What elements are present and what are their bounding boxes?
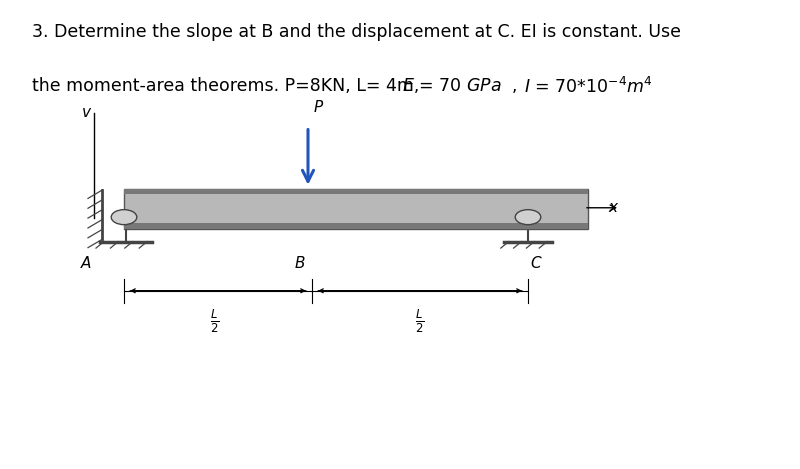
Bar [124,189,588,195]
Text: x: x [608,200,617,215]
Text: $I$ = 70*10$^{-4}$$m^{4}$: $I$ = 70*10$^{-4}$$m^{4}$ [524,77,653,98]
Text: P: P [314,100,323,115]
Text: 3. Determine the slope at B and the displacement at C. EI is constant. Use: 3. Determine the slope at B and the disp… [32,23,681,41]
Bar [124,223,588,228]
Text: the moment-area theorems. P=8KN, L= 4m,: the moment-area theorems. P=8KN, L= 4m, [32,77,419,95]
Text: ,: , [512,77,518,95]
Text: $E$ = 70 $GPa$: $E$ = 70 $GPa$ [402,77,502,95]
Text: B: B [294,256,306,271]
Text: v: v [82,105,91,120]
Text: C: C [530,256,541,271]
Text: A: A [82,256,91,271]
Circle shape [111,210,137,225]
Text: $\frac{L}{2}$: $\frac{L}{2}$ [210,307,219,334]
Text: $\frac{L}{2}$: $\frac{L}{2}$ [415,307,425,334]
Bar [124,189,588,228]
Circle shape [515,210,541,225]
